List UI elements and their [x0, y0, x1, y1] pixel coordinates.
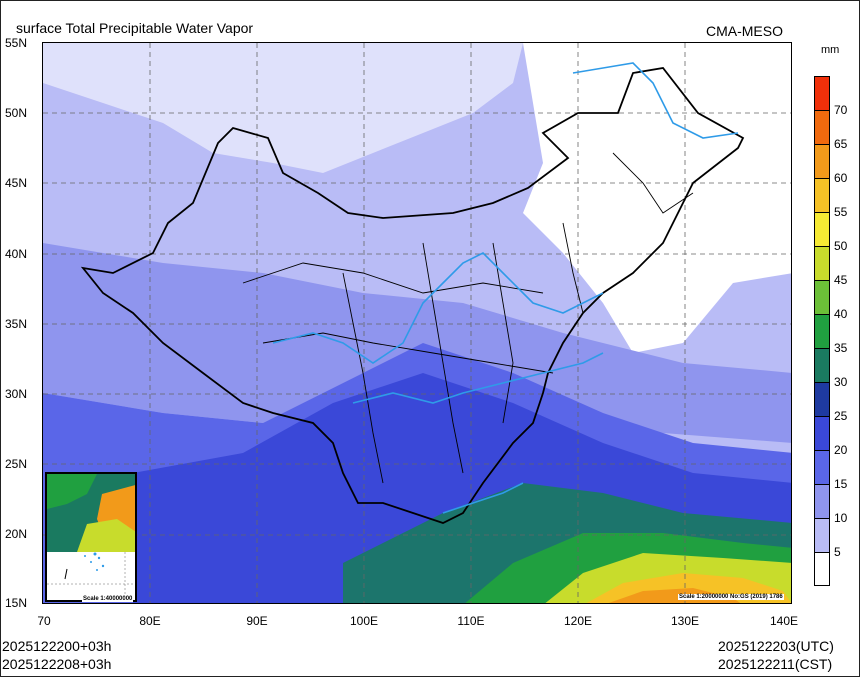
chart-title: surface Total Precipitable Water Vapor: [16, 20, 254, 36]
colorbar-segment: [814, 552, 830, 586]
lon-label: 80E: [139, 614, 161, 628]
colorbar-segment: [814, 246, 830, 280]
colorbar-level-label: 25: [834, 409, 848, 423]
lat-label: 35N: [5, 317, 28, 331]
inset-map: [45, 472, 137, 602]
colorbar-segment: [814, 76, 830, 110]
rivers: [272, 62, 739, 514]
lon-label: 90E: [246, 614, 268, 628]
valid-time-utc: 2025122203(UTC): [718, 638, 834, 654]
lon-label: 100E: [349, 614, 379, 628]
lon-label: 120E: [563, 614, 593, 628]
colorbar-segment: [814, 314, 830, 348]
map-panel: [42, 42, 792, 604]
colorbar-segment: [814, 348, 830, 382]
lon-label: 130E: [670, 614, 700, 628]
colorbar-unit: mm: [821, 44, 840, 56]
province-boundaries: [242, 152, 694, 484]
precipitable-water-map: [43, 43, 791, 603]
colorbar-segment: [814, 144, 830, 178]
lat-label: 30N: [5, 387, 28, 401]
colorbar-level-label: 35: [834, 341, 848, 355]
colorbar-level-label: 20: [834, 443, 848, 457]
inset-field-north: [47, 474, 97, 509]
inset-scale-label: Scale 1:40000000: [82, 596, 134, 602]
lat-label: 25N: [5, 457, 28, 471]
init-time-utc: 2025122200+03h: [2, 638, 112, 654]
dry-region-northeast: [523, 43, 791, 353]
lon-label: 140E: [769, 614, 799, 628]
lat-label: 15N: [5, 596, 28, 610]
inset-graticule: [47, 552, 135, 600]
colorbar-segment: [814, 382, 830, 416]
inset-map-graphic: [47, 474, 135, 600]
init-time-cst: 2025122208+03h: [2, 656, 112, 672]
colorbar-segment: [814, 178, 830, 212]
colorbar-segment: [814, 484, 830, 518]
colorbar-segment: [814, 518, 830, 552]
colorbar-level-label: 10: [834, 511, 848, 525]
colorbar-level-label: 30: [834, 375, 848, 389]
colorbar-level-label: 65: [834, 137, 848, 151]
inset-boundary-segment: [64, 568, 68, 580]
colorbar-segment: [814, 280, 830, 314]
model-source-label: CMA-MESO: [706, 23, 783, 39]
lat-label: 55N: [5, 36, 28, 50]
colorbar-segment: [814, 450, 830, 484]
colorbar-level-label: 5: [834, 545, 841, 559]
colorbar-segment: [814, 212, 830, 246]
lat-label: 50N: [5, 106, 28, 120]
colorbar-level-label: 70: [834, 103, 848, 117]
lat-label: 45N: [5, 176, 28, 190]
valid-time-cst: 2025122211(CST): [718, 656, 833, 672]
colorbar-segment: [814, 416, 830, 450]
inset-field-south: [77, 519, 135, 552]
map-scale-label: Scale 1:20000000 No:GS (2019) 1786: [678, 594, 784, 600]
lon-label: 110E: [457, 614, 485, 628]
lat-label: 20N: [5, 527, 28, 541]
dry-region-north: [43, 43, 523, 173]
inset-blank: [47, 552, 135, 600]
lon-label: 70: [37, 614, 51, 628]
colorbar-segment: [814, 110, 830, 144]
country-boundary: [80, 67, 745, 524]
colorbar-level-label: 40: [834, 307, 848, 321]
colorbar: [814, 76, 830, 586]
inset-islands: [84, 552, 105, 571]
colorbar-level-label: 15: [834, 477, 848, 491]
colorbar-level-label: 55: [834, 205, 848, 219]
colorbar-level-label: 60: [834, 171, 848, 185]
colorbar-level-label: 50: [834, 239, 848, 253]
lat-label: 40N: [5, 247, 28, 261]
colorbar-level-label: 45: [834, 273, 848, 287]
